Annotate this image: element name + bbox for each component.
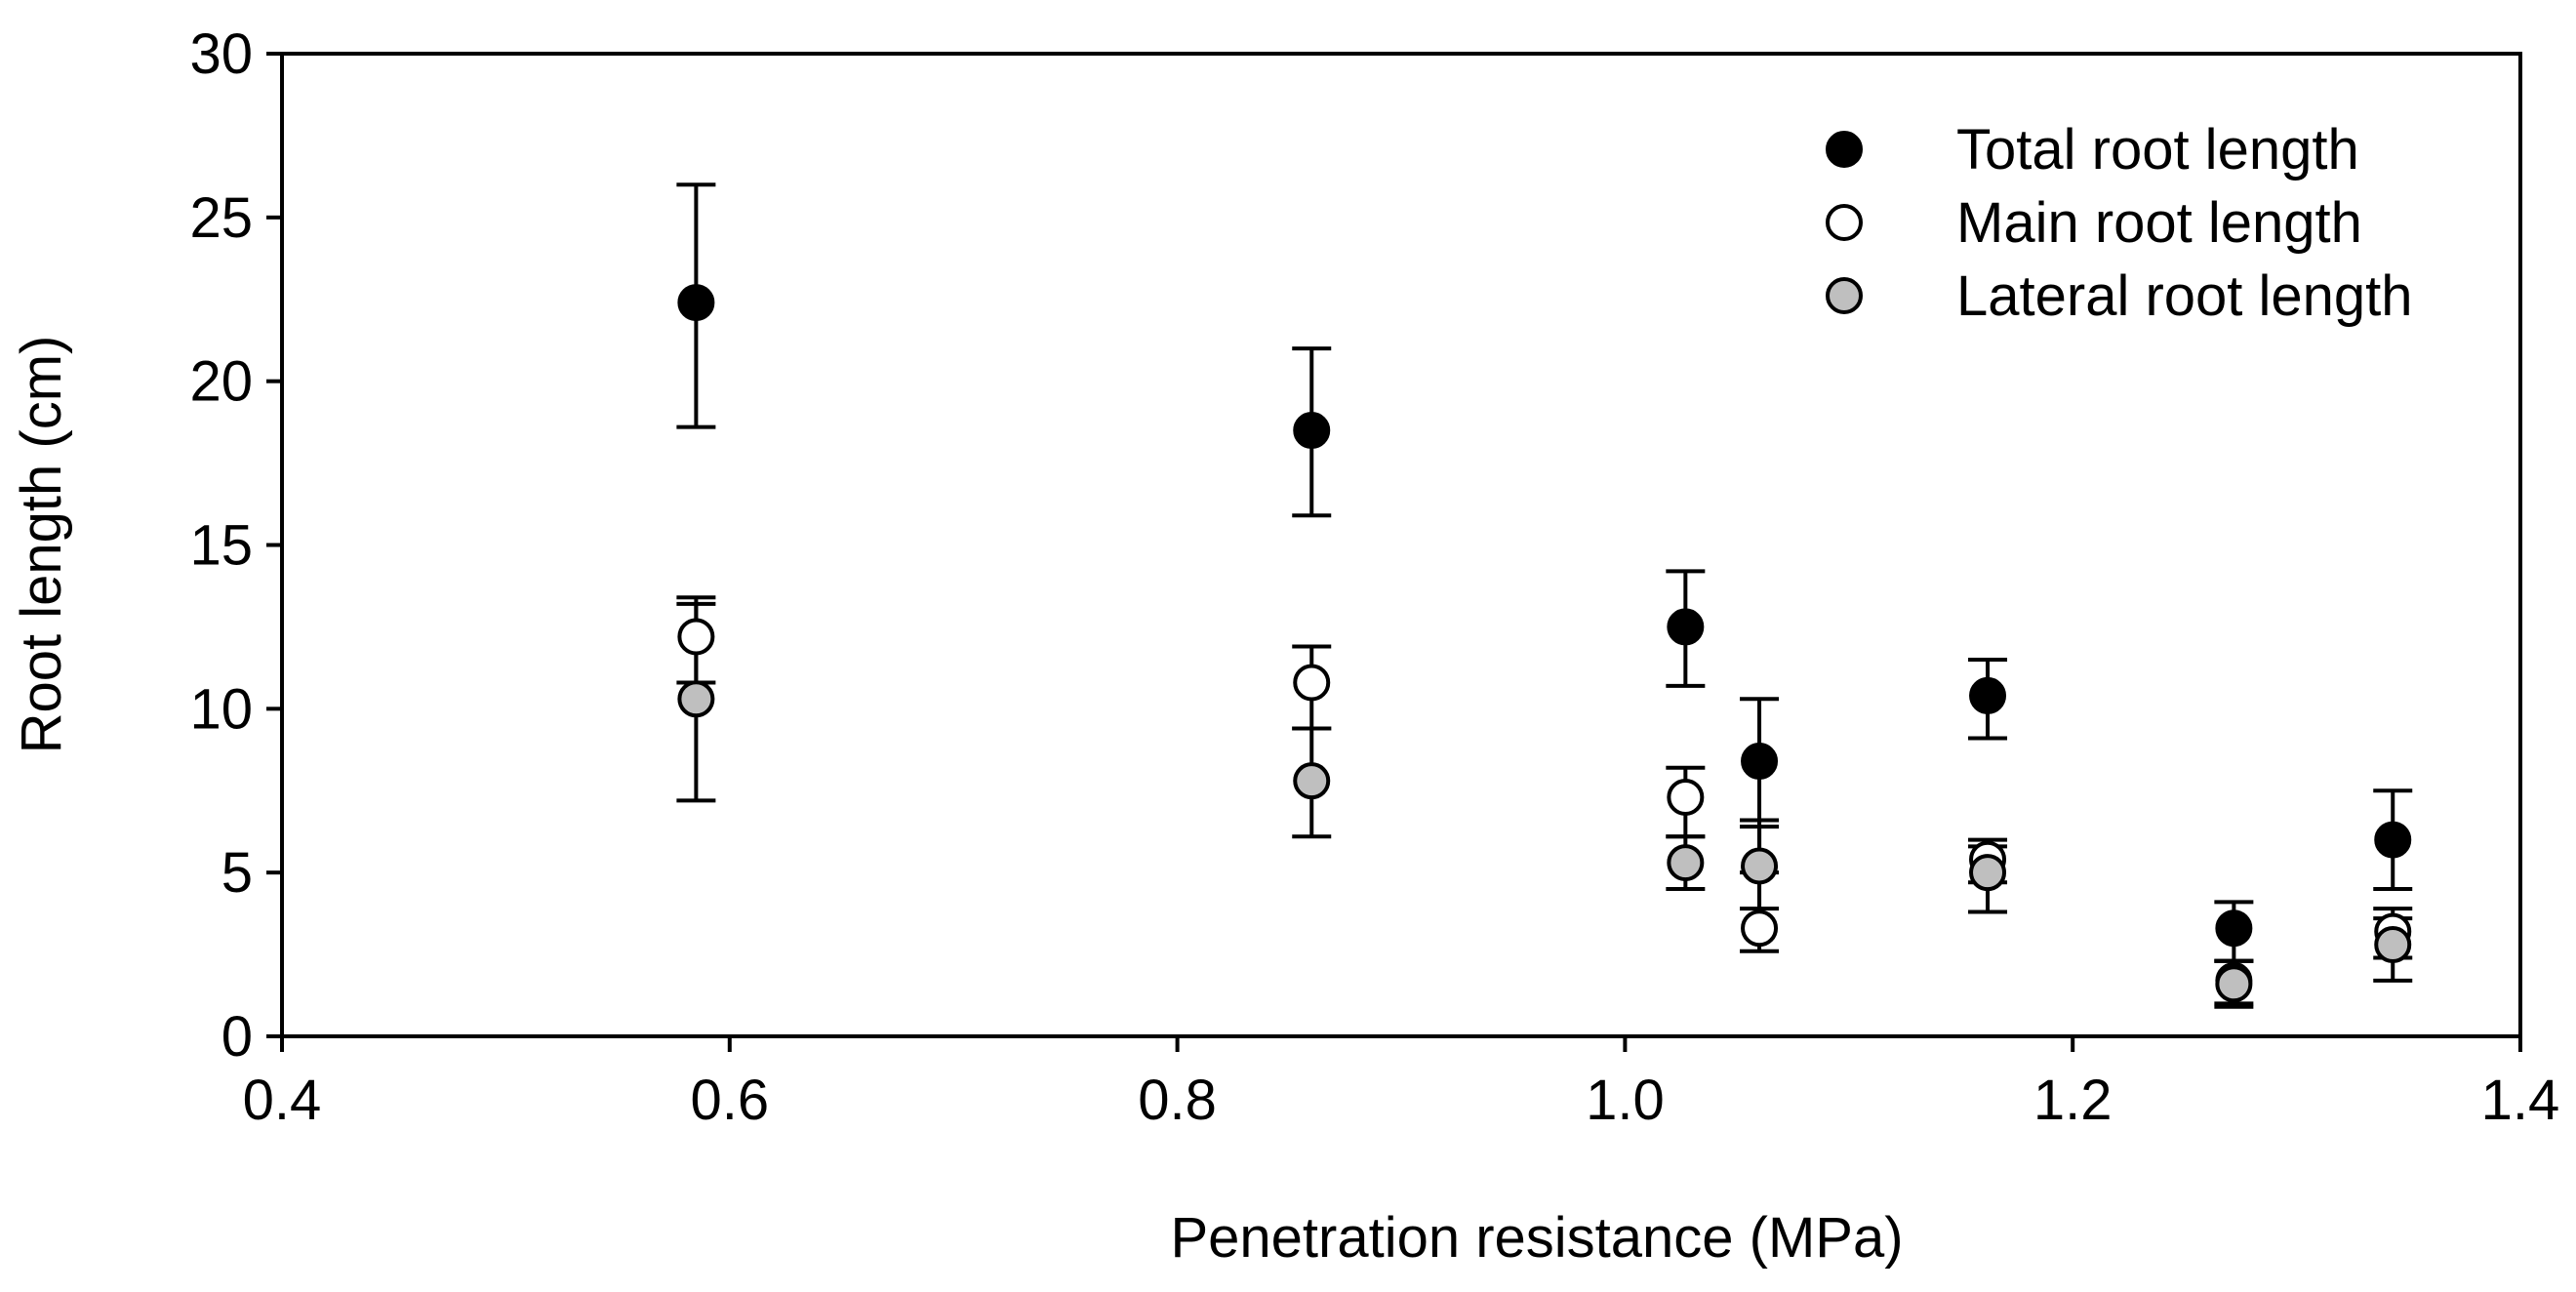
legend-marker (1826, 204, 1863, 241)
series-points-1 (677, 618, 2412, 999)
y-axis-label: Root length (cm) (10, 336, 73, 754)
y-tick-label: 30 (189, 22, 253, 86)
data-point (2374, 821, 2412, 859)
legend-marker (1826, 131, 1863, 168)
data-point (2215, 965, 2253, 1003)
series-errorbars-1 (676, 595, 2413, 1006)
x-tick-label: 0.4 (243, 1069, 322, 1132)
legend-marker (1826, 277, 1863, 314)
series-points-2 (677, 680, 2412, 1003)
y-tick-label: 25 (189, 186, 253, 250)
series-points-0 (677, 284, 2412, 948)
data-point (1667, 778, 1705, 816)
data-point (1293, 412, 1331, 450)
data-point (1667, 608, 1705, 646)
data-point (677, 618, 715, 656)
data-point (1969, 676, 2007, 714)
data-point (1969, 854, 2007, 892)
series-layer (676, 182, 2413, 1009)
data-point (677, 284, 715, 322)
x-tick-label: 1.4 (2481, 1069, 2560, 1132)
legend-label: Total root length (1956, 118, 2359, 182)
legend-label: Lateral root length (1956, 264, 2413, 328)
data-point (2374, 926, 2412, 964)
y-axis: 0 5 10 15 20 25 30 (189, 22, 282, 1069)
data-point (1293, 664, 1331, 702)
series-errorbars-2 (676, 601, 2413, 1009)
y-tick-label: 15 (189, 514, 253, 578)
y-tick-label: 20 (189, 350, 253, 414)
x-tick-label: 1.2 (2033, 1069, 2113, 1132)
data-point (1293, 762, 1331, 800)
legend: Total root length Main root length Lateral… (1826, 118, 2413, 328)
data-point (1667, 844, 1705, 882)
data-point (2215, 909, 2253, 948)
y-tick-label: 5 (221, 841, 253, 905)
data-point (1741, 909, 1779, 948)
y-tick-label: 10 (189, 677, 253, 741)
x-tick-label: 1.0 (1586, 1069, 1665, 1132)
x-axis: 0.4 0.6 0.8 1.0 1.2 1.4 (243, 1036, 2560, 1132)
data-point (1741, 743, 1779, 781)
y-tick-label: 0 (221, 1005, 253, 1069)
x-tick-label: 0.6 (690, 1069, 769, 1132)
data-point (677, 680, 715, 718)
legend-label: Main root length (1956, 191, 2362, 255)
data-point (1741, 847, 1779, 885)
x-axis-label: Penetration resistance (MPa) (1170, 1206, 1903, 1270)
x-tick-label: 0.8 (1138, 1069, 1217, 1132)
